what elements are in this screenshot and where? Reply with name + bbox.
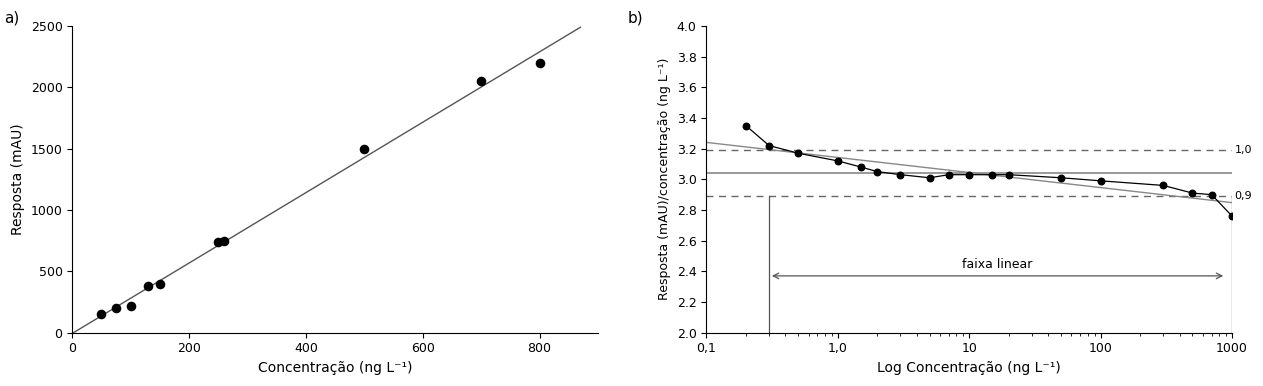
- Point: [1051, 175, 1071, 181]
- Point: [1182, 190, 1202, 196]
- Point: [890, 172, 911, 178]
- Point: [959, 172, 979, 178]
- Point: [354, 146, 374, 152]
- Text: a): a): [4, 11, 19, 25]
- Point: [827, 158, 847, 164]
- X-axis label: Log Concentração (ng L⁻¹): Log Concentração (ng L⁻¹): [878, 361, 1061, 375]
- Point: [938, 172, 959, 178]
- Text: 0,9: 0,9: [1235, 191, 1253, 201]
- Point: [138, 283, 158, 289]
- Point: [788, 150, 808, 156]
- Point: [213, 237, 234, 244]
- Text: faixa linear: faixa linear: [962, 258, 1033, 271]
- Point: [1201, 191, 1221, 198]
- Point: [1090, 178, 1110, 184]
- Point: [999, 172, 1019, 178]
- Point: [208, 239, 229, 245]
- Point: [91, 311, 111, 317]
- X-axis label: Concentração (ng L⁻¹): Concentração (ng L⁻¹): [258, 361, 412, 375]
- Point: [851, 164, 871, 170]
- Point: [471, 78, 491, 84]
- Y-axis label: Resposta (mAU)/concentração (ng L⁻¹): Resposta (mAU)/concentração (ng L⁻¹): [658, 58, 671, 300]
- Point: [106, 305, 126, 311]
- Point: [1153, 182, 1173, 188]
- Text: 1,0: 1,0: [1235, 145, 1252, 155]
- Point: [919, 175, 940, 181]
- Y-axis label: Resposta (mAU): Resposta (mAU): [11, 124, 25, 235]
- Point: [150, 281, 171, 287]
- Point: [1221, 213, 1242, 219]
- Point: [759, 142, 779, 149]
- Point: [983, 172, 1003, 178]
- Point: [868, 169, 888, 175]
- Text: b): b): [628, 11, 643, 25]
- Point: [120, 303, 140, 309]
- Point: [736, 122, 757, 129]
- Point: [529, 60, 549, 66]
